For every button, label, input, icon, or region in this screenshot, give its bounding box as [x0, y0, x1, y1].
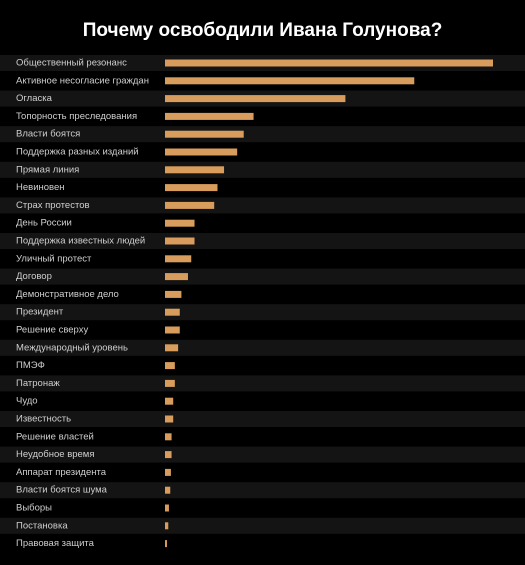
- category-label: Демонстративное дело: [16, 289, 119, 300]
- bar: [165, 486, 171, 494]
- category-label: Уличный протест: [16, 253, 92, 264]
- category-label: Международный уровень: [16, 342, 128, 353]
- bar: [165, 95, 346, 103]
- row-band: [0, 411, 525, 427]
- category-label: Решение сверху: [16, 325, 88, 336]
- row-band: [0, 517, 525, 534]
- bar: [165, 468, 171, 476]
- bar: [165, 255, 192, 263]
- category-label: Известность: [16, 414, 71, 425]
- bar: [165, 166, 225, 174]
- bar: [165, 184, 218, 192]
- bar: [165, 290, 182, 298]
- bar: [165, 397, 174, 405]
- row-band: [0, 233, 525, 249]
- category-label: Решение властей: [16, 431, 94, 442]
- category-label: Выборы: [16, 503, 52, 514]
- bar: [165, 344, 179, 352]
- category-label: Страх протестов: [16, 200, 90, 211]
- row-band: [0, 197, 525, 214]
- bar: [165, 237, 195, 245]
- bar: [165, 308, 180, 316]
- bar: [165, 201, 215, 209]
- category-label: Огласка: [16, 93, 53, 104]
- category-label: Аппарат президента: [16, 467, 107, 478]
- bar: [165, 219, 195, 227]
- row-band: [0, 482, 525, 499]
- row-band: [0, 304, 525, 321]
- category-label: Прямая линия: [16, 164, 79, 175]
- category-label: Власти боятся шума: [16, 485, 108, 496]
- category-label: Невиновен: [16, 182, 65, 193]
- bar: [165, 77, 415, 85]
- bar: [165, 451, 172, 459]
- bar: [165, 362, 175, 370]
- bar: [165, 273, 188, 281]
- category-label: Правовая защита: [16, 538, 95, 549]
- category-label: Поддержка известных людей: [16, 236, 145, 247]
- row-band: [0, 375, 525, 392]
- category-label: Поддержка разных изданий: [16, 147, 139, 158]
- category-label: Власти боятся: [16, 129, 80, 140]
- bar: [165, 540, 167, 548]
- category-label: Активное несогласие граждан: [16, 75, 149, 86]
- category-label: Патронаж: [16, 378, 60, 389]
- bar: [165, 522, 169, 530]
- bar: [165, 148, 238, 156]
- bar: [165, 415, 174, 423]
- category-label: Чудо: [16, 396, 38, 407]
- row-band: [0, 161, 525, 178]
- row-band: [0, 446, 525, 463]
- bar: [165, 130, 244, 138]
- category-label: День России: [16, 218, 72, 229]
- row-band: [0, 268, 525, 285]
- chart-title: Почему освободили Ивана Голунова?: [82, 20, 443, 41]
- category-label: Топорность преследования: [16, 111, 137, 122]
- category-label: Президент: [16, 307, 64, 318]
- category-label: Постановка: [16, 520, 68, 531]
- bar: [165, 112, 254, 120]
- bar: [165, 504, 169, 512]
- category-label: ПМЭФ: [16, 360, 45, 371]
- bar: [165, 433, 172, 441]
- bar: [165, 326, 180, 334]
- category-label: Неудобное время: [16, 449, 94, 460]
- row-band: [0, 339, 525, 356]
- bar: [165, 59, 493, 67]
- category-label: Договор: [16, 271, 52, 282]
- bar: [165, 379, 175, 387]
- row-band: [0, 126, 525, 143]
- category-label: Общественный резонанс: [16, 58, 127, 69]
